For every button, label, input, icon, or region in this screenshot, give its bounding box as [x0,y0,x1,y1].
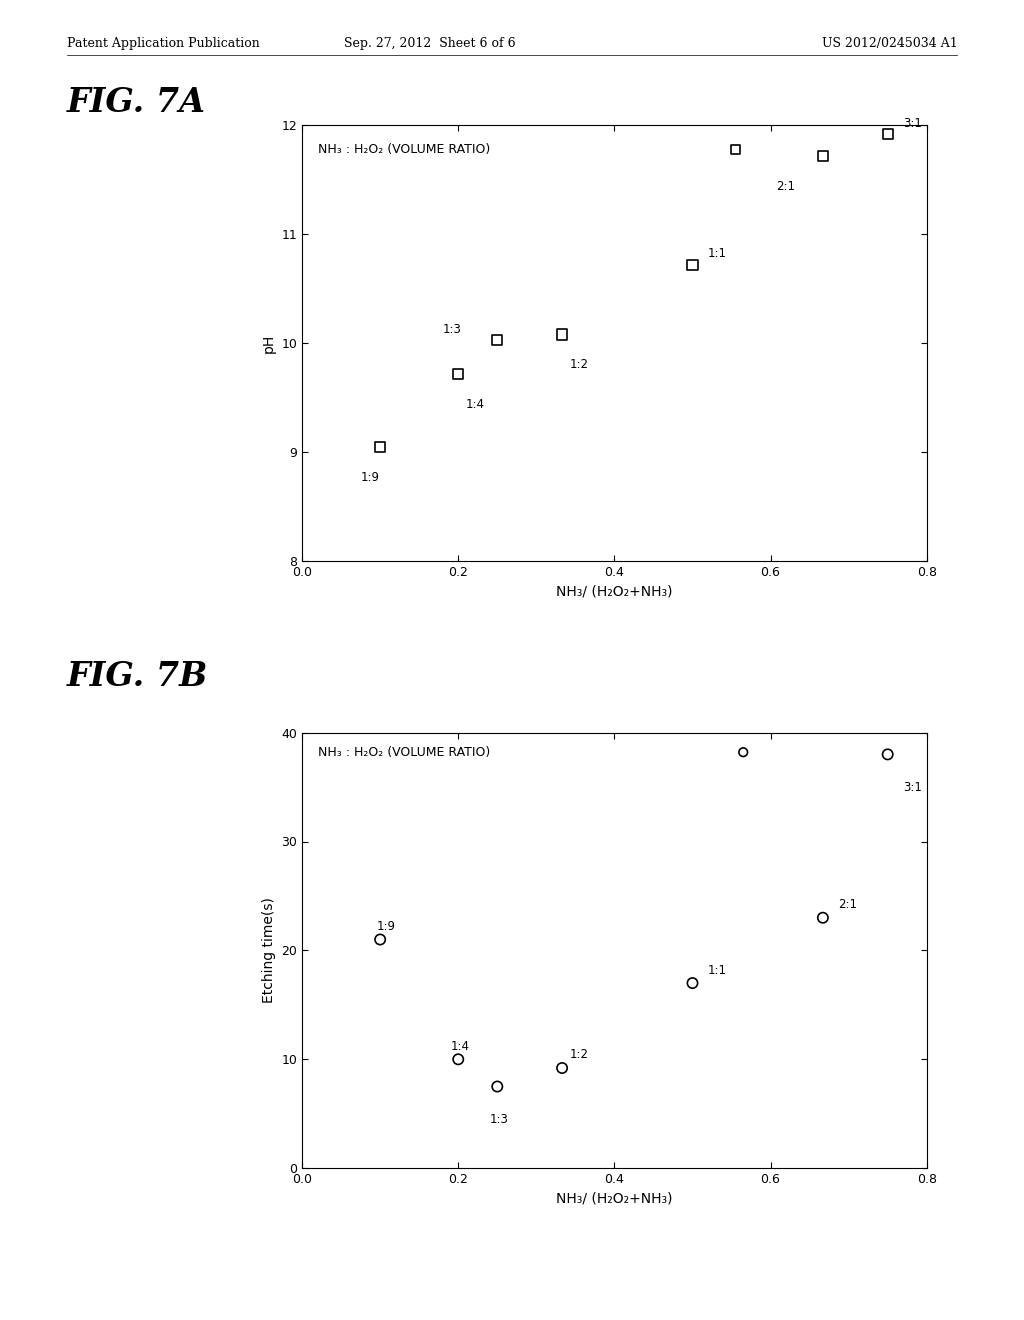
Text: FIG. 7A: FIG. 7A [67,86,206,119]
Text: 1:1: 1:1 [709,964,727,977]
Point [451,1048,467,1069]
Text: Sep. 27, 2012  Sheet 6 of 6: Sep. 27, 2012 Sheet 6 of 6 [344,37,516,50]
Point [815,907,831,928]
Text: 1:4: 1:4 [451,1040,469,1053]
Text: 1:9: 1:9 [376,920,395,933]
Text: NH₃ : H₂O₂ (VOLUME RATIO): NH₃ : H₂O₂ (VOLUME RATIO) [317,746,489,759]
Y-axis label: Etching time(s): Etching time(s) [262,898,275,1003]
X-axis label: NH₃/ (H₂O₂+NH₃): NH₃/ (H₂O₂+NH₃) [556,1192,673,1205]
Text: US 2012/0245034 A1: US 2012/0245034 A1 [821,37,957,50]
Point [489,1076,506,1097]
Text: NH₃ : H₂O₂ (VOLUME RATIO): NH₃ : H₂O₂ (VOLUME RATIO) [317,143,489,156]
Point [554,323,570,345]
Text: 1:2: 1:2 [570,1048,589,1061]
Y-axis label: pH: pH [262,334,275,352]
Text: 1:9: 1:9 [360,471,380,483]
Text: 1:3: 1:3 [489,1113,508,1126]
X-axis label: NH₃/ (H₂O₂+NH₃): NH₃/ (H₂O₂+NH₃) [556,585,673,598]
Text: 1:3: 1:3 [442,322,462,335]
Text: 2:1: 2:1 [776,180,795,193]
Point [880,743,896,764]
Point [735,742,752,763]
Text: 1:4: 1:4 [466,397,485,411]
Point [815,145,831,166]
Point [372,929,388,950]
Point [880,124,896,145]
Point [451,363,467,384]
Text: Patent Application Publication: Patent Application Publication [67,37,259,50]
Point [489,330,506,351]
Point [684,973,700,994]
Text: 1:1: 1:1 [709,247,727,260]
Text: 2:1: 2:1 [839,898,857,911]
Text: FIG. 7B: FIG. 7B [67,660,208,693]
Text: 3:1: 3:1 [903,780,923,793]
Text: 3:1: 3:1 [903,116,923,129]
Point [554,1057,570,1078]
Text: 1:2: 1:2 [570,359,589,371]
Point [372,436,388,457]
Point [684,255,700,276]
Point [727,139,743,160]
